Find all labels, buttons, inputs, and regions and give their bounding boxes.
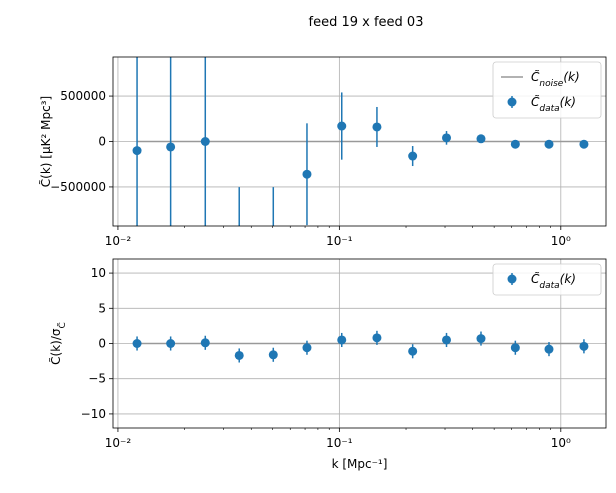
legend-marker-swatch bbox=[507, 97, 517, 107]
x-tick-label: 10⁻² bbox=[105, 436, 132, 450]
y-tick-label: 10 bbox=[91, 266, 106, 280]
data-point bbox=[476, 334, 486, 344]
axes-frame bbox=[112, 56, 607, 227]
data-point bbox=[510, 343, 520, 353]
data-point bbox=[268, 350, 278, 360]
y-tick-label: 0 bbox=[98, 337, 106, 351]
x-tick-label: 10⁻² bbox=[105, 234, 132, 248]
data-point bbox=[579, 139, 589, 149]
data-point bbox=[579, 341, 589, 351]
data-point bbox=[200, 137, 210, 146]
data-point bbox=[337, 121, 347, 131]
y-tick-label: 5 bbox=[98, 301, 106, 315]
data-point bbox=[132, 146, 142, 156]
x-tick-label: 10⁰ bbox=[551, 234, 571, 248]
data-point bbox=[234, 350, 244, 360]
data-point bbox=[544, 344, 554, 354]
data-point bbox=[442, 133, 452, 143]
legend-box bbox=[492, 61, 602, 119]
axes-frame bbox=[112, 258, 607, 429]
data-point bbox=[372, 122, 382, 132]
data-point bbox=[372, 333, 382, 343]
x-tick-label: 10⁻¹ bbox=[326, 234, 353, 248]
y-tick-label: −5 bbox=[88, 372, 106, 386]
data-point bbox=[476, 134, 486, 144]
y-tick-label: 0 bbox=[98, 135, 106, 149]
data-point bbox=[510, 139, 520, 149]
data-point bbox=[337, 335, 347, 345]
x-tick-label: 10⁰ bbox=[551, 436, 571, 450]
data-point bbox=[200, 338, 210, 348]
legend-label: C̃noise(k) bbox=[531, 70, 580, 89]
plot-area bbox=[132, 57, 589, 226]
data-point bbox=[408, 346, 418, 356]
x-tick-label: 10⁻¹ bbox=[326, 436, 353, 450]
y-axis-label: C̃(k) [μK² Mpc³] bbox=[39, 96, 53, 187]
data-point bbox=[302, 169, 312, 179]
data-point bbox=[302, 343, 312, 353]
data-point bbox=[544, 139, 554, 149]
bottom-panel: 10⁻² 10⁻¹ 10⁰ 10 5 0 −5 −10 C̃(k)/σC̃ k [Mpc⁻¹] C̃… bbox=[49, 258, 607, 471]
plot-area bbox=[132, 330, 589, 363]
figure-title: feed 19 x feed 03 bbox=[309, 15, 424, 30]
y-tick-label: −500000 bbox=[50, 180, 106, 194]
data-point bbox=[166, 142, 176, 152]
y-tick-label: 500000 bbox=[60, 89, 106, 103]
data-point bbox=[408, 151, 418, 161]
x-axis-label: k [Mpc⁻¹] bbox=[332, 457, 388, 471]
legend-label: C̃data(k) bbox=[531, 272, 576, 291]
data-point bbox=[166, 339, 176, 348]
legend-label: C̃data(k) bbox=[531, 95, 576, 114]
legend-box bbox=[492, 263, 602, 296]
y-tick-label: −10 bbox=[81, 407, 106, 421]
data-point bbox=[442, 335, 452, 345]
y-axis-label: C̃(k)/σC̃ bbox=[49, 322, 68, 365]
legend-marker-swatch bbox=[507, 274, 517, 284]
data-point bbox=[132, 339, 142, 348]
